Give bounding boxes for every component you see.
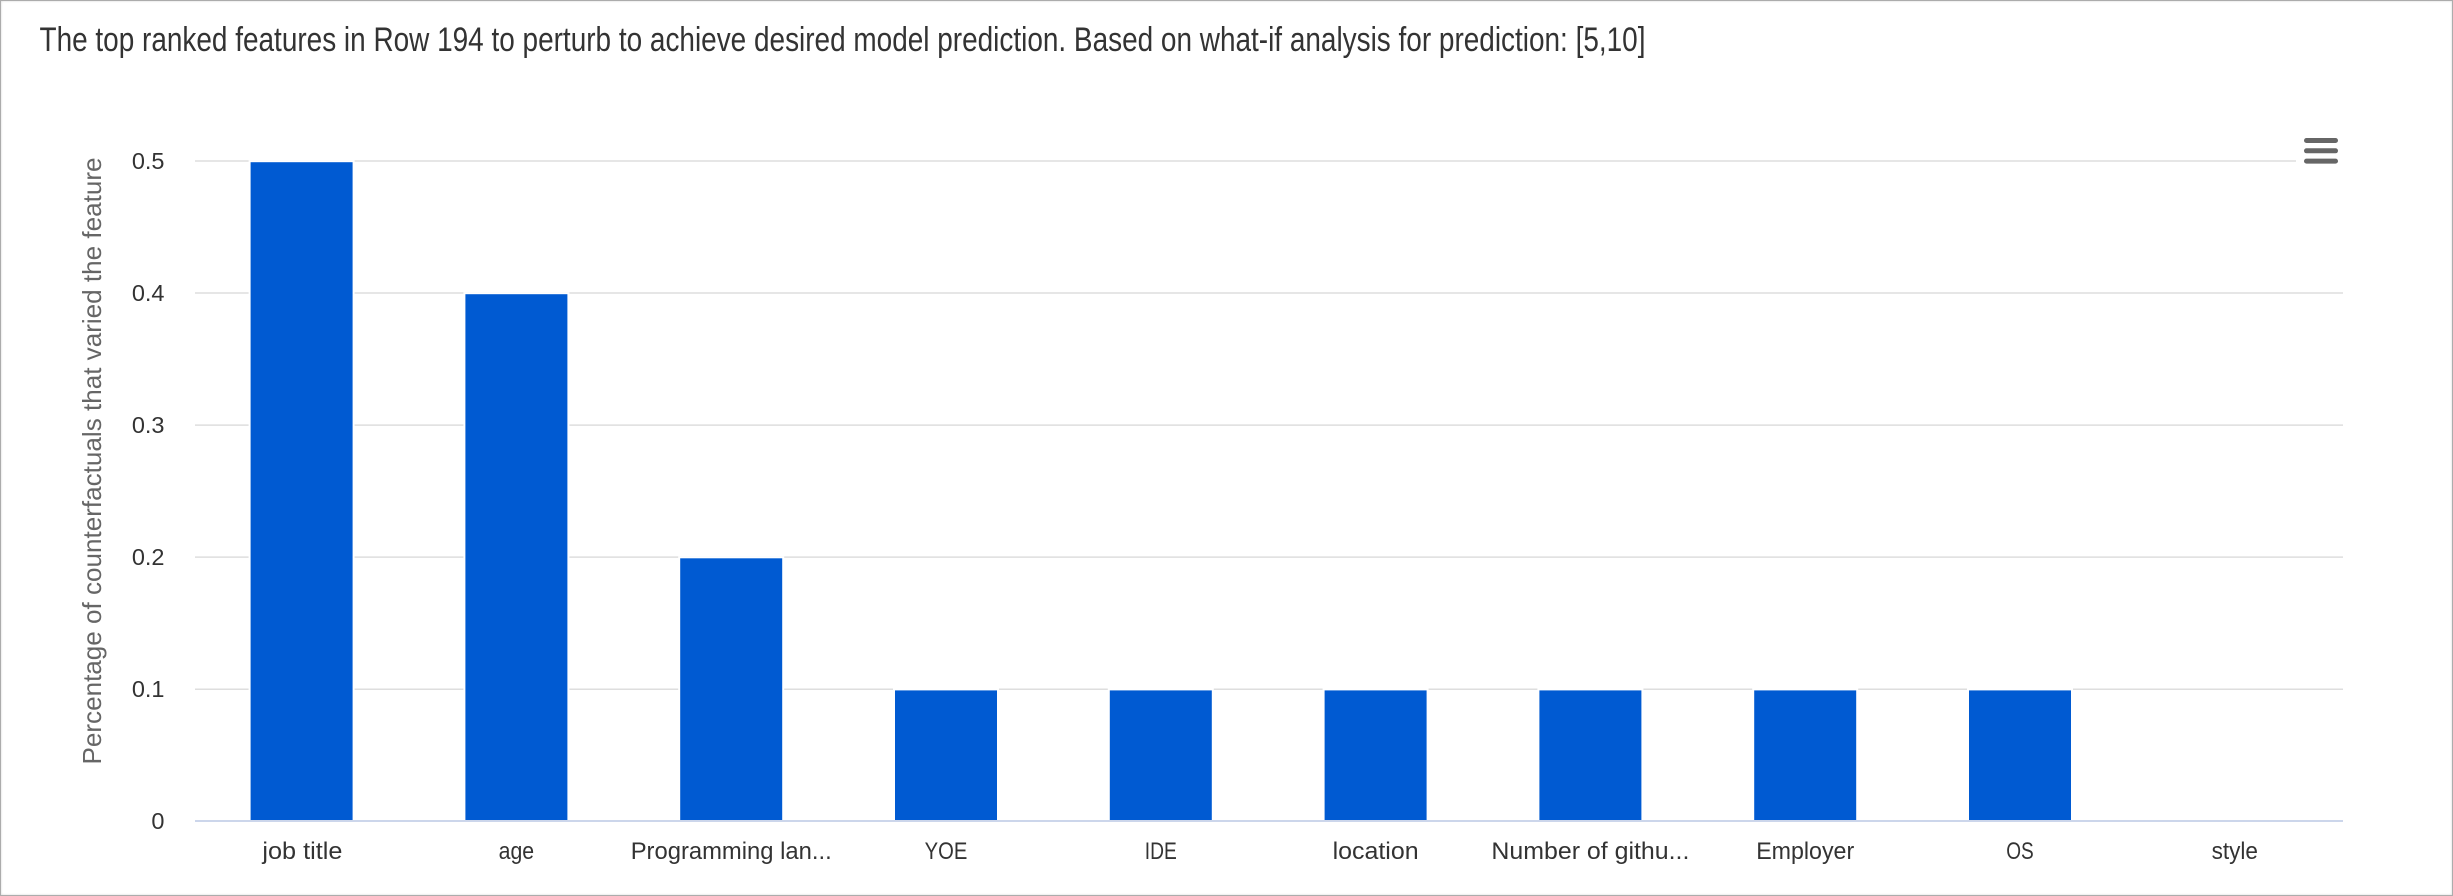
svg-text:style: style bbox=[2212, 838, 2258, 865]
svg-text:0: 0 bbox=[151, 808, 164, 834]
svg-text:Employer: Employer bbox=[1756, 838, 1854, 865]
svg-text:Percentage of counterfactuals: Percentage of counterfactuals that varie… bbox=[77, 158, 107, 765]
svg-text:location: location bbox=[1333, 838, 1419, 865]
svg-text:0.1: 0.1 bbox=[132, 676, 165, 702]
svg-text:YOE: YOE bbox=[925, 838, 968, 865]
svg-text:0.4: 0.4 bbox=[132, 280, 165, 306]
svg-text:The top ranked features in Row: The top ranked features in Row 194 to pe… bbox=[40, 21, 1646, 59]
svg-text:Programming lan...: Programming lan... bbox=[631, 838, 832, 865]
svg-text:0.3: 0.3 bbox=[132, 412, 165, 438]
svg-text:0.5: 0.5 bbox=[132, 148, 165, 174]
svg-text:age: age bbox=[499, 838, 535, 865]
svg-text:IDE: IDE bbox=[1145, 838, 1177, 865]
svg-text:0.2: 0.2 bbox=[132, 544, 165, 570]
svg-text:Number of githu...: Number of githu... bbox=[1491, 838, 1689, 865]
svg-text:job title: job title bbox=[261, 838, 342, 865]
svg-text:OS: OS bbox=[2006, 838, 2034, 865]
